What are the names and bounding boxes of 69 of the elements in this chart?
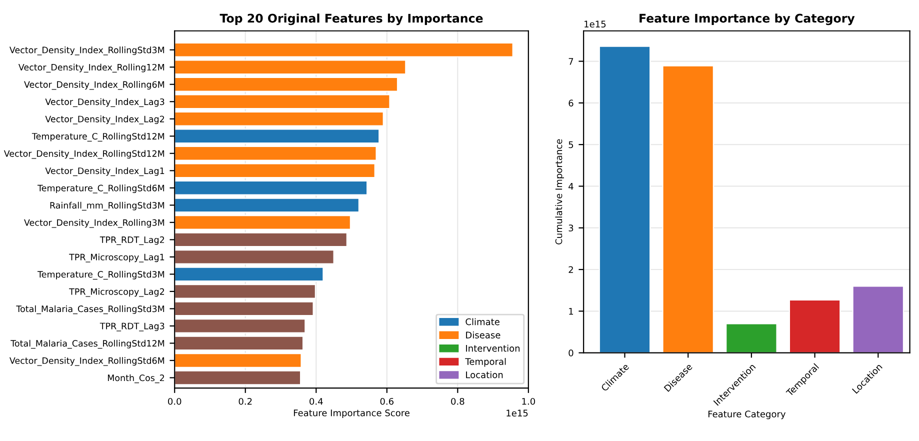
- bar: [174, 94, 390, 110]
- y-axis-title: Cumulative Importance: [555, 139, 564, 244]
- x-axis-title: Feature Category: [708, 410, 786, 420]
- x-axis-title: Feature Importance Score: [294, 409, 410, 418]
- bar: [174, 214, 352, 230]
- y-tick-label: Vector_Density_Index_RollingStd6M: [10, 357, 164, 366]
- y-tick-label: 7: [568, 58, 574, 65]
- bar: [174, 266, 324, 282]
- bar: [174, 76, 398, 92]
- y-tick-label: Vector_Density_Index_Lag2: [45, 116, 164, 124]
- bar: [174, 353, 302, 368]
- bar: [174, 111, 384, 126]
- y-tick-label: Temperature_C_RollingStd3M: [37, 270, 164, 280]
- y-tick-label: Vector_Density_Index_RollingStd12M: [4, 150, 164, 159]
- y-tick-label: Vector_Density_Index_RollingStd3M: [10, 46, 164, 56]
- bar: [788, 299, 841, 353]
- chart-title: Feature Importance by Category: [640, 14, 855, 26]
- x-tick-label: 0.6: [380, 398, 394, 405]
- bar: [174, 163, 376, 178]
- chart-title: Top 20 Original Features by Importance: [220, 14, 483, 26]
- legend-label: Intervention: [466, 344, 520, 352]
- bar: [174, 284, 316, 299]
- text: 1e15: [584, 20, 606, 28]
- x-tick-label: 0.8: [451, 398, 464, 405]
- y-tick-label: Vector_Density_Index_Lag3: [45, 98, 164, 108]
- bar: [726, 323, 778, 353]
- bar: [174, 370, 302, 386]
- y-tick-label: Rainfall_mm_RollingStd3M: [50, 202, 164, 211]
- y-tick-label: 3: [568, 224, 574, 232]
- y-tick-label: 0: [568, 350, 574, 356]
- bar: [174, 198, 360, 213]
- y-tick-label: TPR_Microscopy_Lag2: [69, 288, 164, 297]
- bar: [598, 46, 651, 353]
- bar: [174, 336, 304, 351]
- y-tick-label: TPR_RDT_Lag2: [100, 236, 164, 245]
- x-tick-label: 0.4: [310, 398, 323, 405]
- text: 1e15: [506, 410, 528, 416]
- y-tick-label: 1: [569, 308, 574, 315]
- bar: [174, 60, 406, 75]
- bar: [174, 301, 314, 316]
- y-tick-label: Vector_Density_Index_Lag1: [45, 167, 164, 176]
- x-tick-label: 0.2: [238, 398, 252, 405]
- y-tick-label: 6: [568, 100, 574, 106]
- y-tick-label: Month_Cos_2: [108, 374, 164, 384]
- y-tick-label: TPR_Microscopy_Lag1: [69, 254, 164, 262]
- bar: [174, 42, 514, 58]
- bar: [174, 146, 377, 161]
- bar: [174, 128, 380, 144]
- y-tick-label: Vector_Density_Index_Rolling6M: [24, 81, 164, 90]
- y-tick-label: Vector_Density_Index_Rolling3M: [24, 219, 164, 228]
- legend-label: Climate: [466, 318, 500, 326]
- y-tick-label: 2: [568, 266, 573, 273]
- y-tick-label: 5: [568, 141, 574, 148]
- y-tick-label: Total_Malaria_Cases_RollingStd12M: [10, 340, 164, 349]
- y-tick-label: Total_Malaria_Cases_RollingStd3M: [16, 305, 164, 314]
- y-tick-label: Vector_Density_Index_Rolling12M: [18, 64, 164, 72]
- y-tick-label: TPR_RDT_Lag3: [100, 322, 164, 332]
- bar: [174, 232, 348, 248]
- bar: [174, 180, 368, 196]
- x-tick-label: 1.0: [522, 398, 536, 405]
- bar: [852, 286, 904, 353]
- y-tick-label: 4: [568, 183, 574, 190]
- bar: [174, 318, 306, 334]
- bar: [662, 65, 714, 353]
- bar: [174, 249, 334, 264]
- legend-label: Disease: [466, 331, 500, 338]
- y-tick-label: Temperature_C_RollingStd12M: [32, 132, 164, 142]
- x-tick-label: 0.0: [168, 398, 182, 405]
- y-tick-label: Temperature_C_RollingStd6M: [37, 184, 164, 194]
